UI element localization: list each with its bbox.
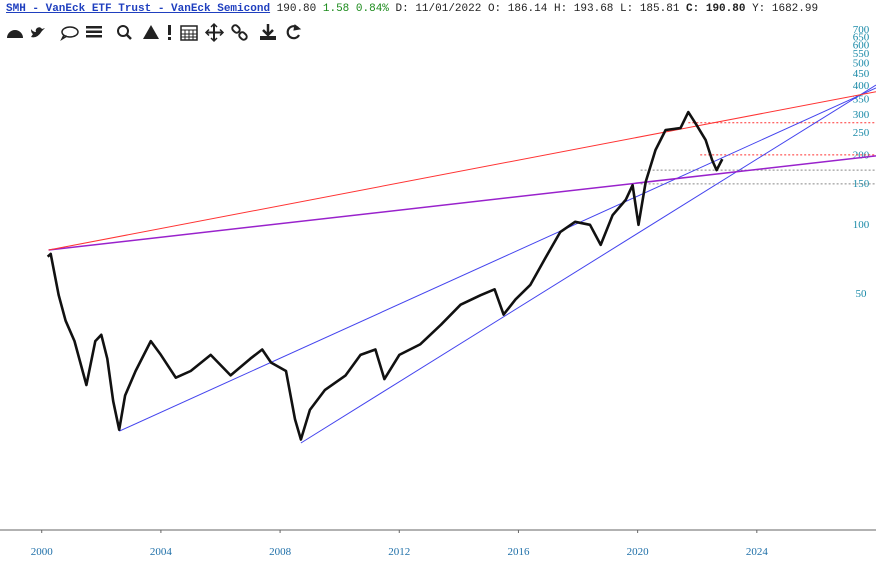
y-tick-label: 400 — [853, 80, 870, 92]
change-pct: 0.84% — [355, 3, 389, 15]
close: C: 190.80 — [686, 3, 746, 15]
low: L: 185.81 — [620, 3, 680, 15]
series-line — [300, 84, 876, 444]
x-tick-label: 2004 — [150, 546, 173, 558]
list-button[interactable] — [86, 26, 102, 38]
x-tick-label: 2020 — [627, 546, 650, 558]
y-tick-label: 450 — [853, 68, 870, 80]
last-price: 190.80 — [276, 3, 317, 15]
move-button[interactable] — [204, 22, 225, 43]
series-line — [118, 87, 876, 432]
refresh-button[interactable] — [286, 24, 302, 40]
y-tick-label: 650 — [853, 31, 870, 43]
alert-button[interactable] — [168, 25, 171, 40]
x-tick-label: 2000 — [31, 546, 54, 558]
open: O: 186.14 — [487, 3, 548, 15]
y-tick-label: 250 — [853, 127, 870, 139]
date: D: 11/01/2022 — [395, 3, 482, 15]
y-tick-label: 600 — [853, 39, 870, 51]
x-tick-label: 2024 — [746, 546, 769, 558]
change: 1.58 — [322, 3, 350, 15]
download-button[interactable] — [260, 24, 276, 40]
y-tick-label: 500 — [853, 58, 870, 70]
series-line — [48, 91, 876, 251]
x-tick-label: 2012 — [388, 546, 410, 558]
y-tick-label: 700 — [853, 24, 870, 36]
series-line — [48, 155, 876, 251]
y-tick-label: 50 — [856, 288, 868, 300]
series-line — [46, 110, 724, 441]
y-tick-label: 550 — [853, 48, 870, 60]
x-tick-label: 2016 — [507, 546, 530, 558]
toolbar — [7, 22, 302, 43]
x-tick-label: 2008 — [269, 546, 292, 558]
search-button[interactable] — [117, 25, 132, 40]
twitter-button[interactable] — [31, 27, 45, 38]
symbol-link[interactable]: SMH - VanEck ETF Trust - VanEck Semicond — [6, 3, 271, 15]
high: H: 193.68 — [553, 3, 614, 15]
link-button[interactable] — [231, 24, 248, 41]
quote-header: SMH - VanEck ETF Trust - VanEck Semicond… — [6, 3, 818, 15]
triangle-button[interactable] — [143, 25, 159, 39]
y-tick-label: 300 — [853, 109, 870, 121]
comment-button[interactable] — [60, 26, 79, 41]
gauge-button[interactable] — [7, 30, 23, 38]
y-value: Y: 1682.99 — [752, 3, 819, 15]
y-tick-label: 100 — [853, 219, 870, 231]
calendar-button[interactable] — [180, 25, 198, 41]
